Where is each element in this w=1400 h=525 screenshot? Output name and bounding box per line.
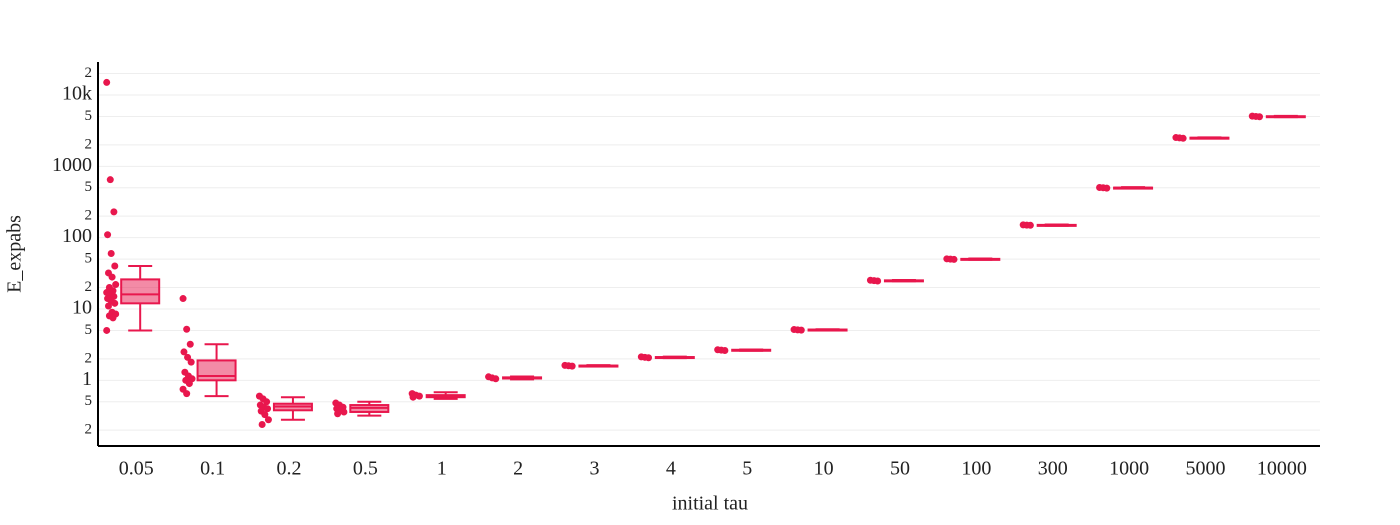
x-tick-label: 300 — [1038, 458, 1068, 480]
point — [415, 392, 423, 400]
point — [645, 354, 653, 362]
point — [183, 390, 191, 398]
y-axis-title: E_expabs — [4, 215, 26, 293]
x-tick-label: 1000 — [1109, 458, 1149, 480]
point — [110, 208, 118, 216]
y-tick-label: 10k — [62, 83, 92, 105]
point — [261, 411, 269, 419]
point — [104, 302, 112, 310]
point — [797, 326, 805, 334]
point — [104, 231, 112, 239]
x-tick-label: 2 — [513, 458, 523, 480]
point — [103, 78, 111, 86]
y-tick-label: 2 — [85, 208, 93, 224]
x-tick-label: 10 — [814, 458, 834, 480]
point — [111, 262, 119, 270]
y-tick-label: 2 — [85, 279, 93, 295]
point — [179, 295, 187, 303]
point — [1179, 134, 1187, 142]
point — [106, 176, 114, 184]
x-tick-label: 0.05 — [119, 458, 154, 480]
point — [568, 362, 576, 370]
x-tick-label: 0.1 — [200, 458, 225, 480]
point — [258, 421, 266, 429]
point — [183, 325, 191, 333]
point — [187, 358, 195, 366]
x-tick-label: 100 — [961, 458, 991, 480]
y-tick-label: 100 — [62, 225, 92, 247]
y-tick-label: 5 — [85, 179, 93, 195]
point — [186, 340, 194, 348]
point — [334, 410, 342, 418]
point — [263, 398, 271, 406]
x-tick-label: 5 — [742, 458, 752, 480]
x-tick-label: 50 — [890, 458, 910, 480]
y-tick-label: 2 — [85, 350, 93, 366]
point — [264, 405, 272, 413]
point — [180, 348, 188, 356]
point — [1026, 221, 1034, 229]
point — [874, 277, 882, 285]
point — [108, 273, 116, 281]
box — [196, 359, 237, 382]
y-tick-label: 5 — [85, 251, 93, 267]
x-tick-label: 1 — [437, 458, 447, 480]
point — [409, 393, 417, 401]
point — [1103, 184, 1111, 192]
y-tick-label: 2 — [85, 422, 93, 438]
x-tick-label: 0.2 — [276, 458, 301, 480]
y-tick-label: 2 — [85, 136, 93, 152]
y-tick-label: 5 — [85, 108, 93, 124]
x-tick-label: 5000 — [1185, 458, 1225, 480]
point — [1256, 113, 1264, 121]
y-tick-label: 2 — [85, 65, 93, 81]
point — [721, 346, 729, 354]
point — [264, 416, 272, 424]
point — [184, 353, 192, 361]
y-tick-label: 5 — [85, 393, 93, 409]
point — [111, 299, 119, 307]
point — [185, 380, 193, 388]
point — [107, 249, 115, 257]
point — [103, 326, 111, 334]
x-tick-label: 10000 — [1257, 458, 1307, 480]
point — [492, 375, 500, 383]
y-tick-label: 1000 — [52, 154, 92, 176]
y-tick-label: 1 — [82, 368, 92, 390]
point — [340, 408, 348, 416]
box — [120, 278, 161, 305]
x-axis-title: initial tau — [672, 493, 748, 515]
y-tick-label: 5 — [85, 322, 93, 338]
x-tick-label: 4 — [666, 458, 676, 480]
x-tick-label: 3 — [589, 458, 599, 480]
x-tick-label: 0.5 — [353, 458, 378, 480]
point — [109, 314, 117, 322]
point — [950, 255, 958, 263]
y-tick-label: 10 — [72, 297, 92, 319]
point — [112, 281, 120, 289]
